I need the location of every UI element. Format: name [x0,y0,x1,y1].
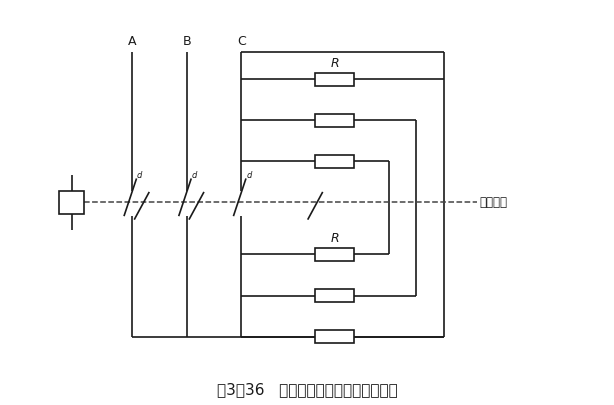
Text: d: d [137,171,142,180]
Bar [315,72,354,86]
Text: A: A [128,35,136,48]
Text: $R$: $R$ [330,232,339,245]
Text: 图3－36   电容投切用接触器原理示意图: 图3－36 电容投切用接触器原理示意图 [217,382,397,397]
Bar [60,191,84,214]
Bar [315,113,354,127]
Text: $R$: $R$ [330,57,339,70]
Text: 辅助触头: 辅助触头 [480,196,507,209]
Text: B: B [182,35,191,48]
Text: C: C [237,35,246,48]
Bar [315,155,354,168]
Bar [315,289,354,303]
Text: d: d [192,171,197,180]
Bar [315,247,354,261]
Bar [315,330,354,343]
Text: d: d [246,171,252,180]
